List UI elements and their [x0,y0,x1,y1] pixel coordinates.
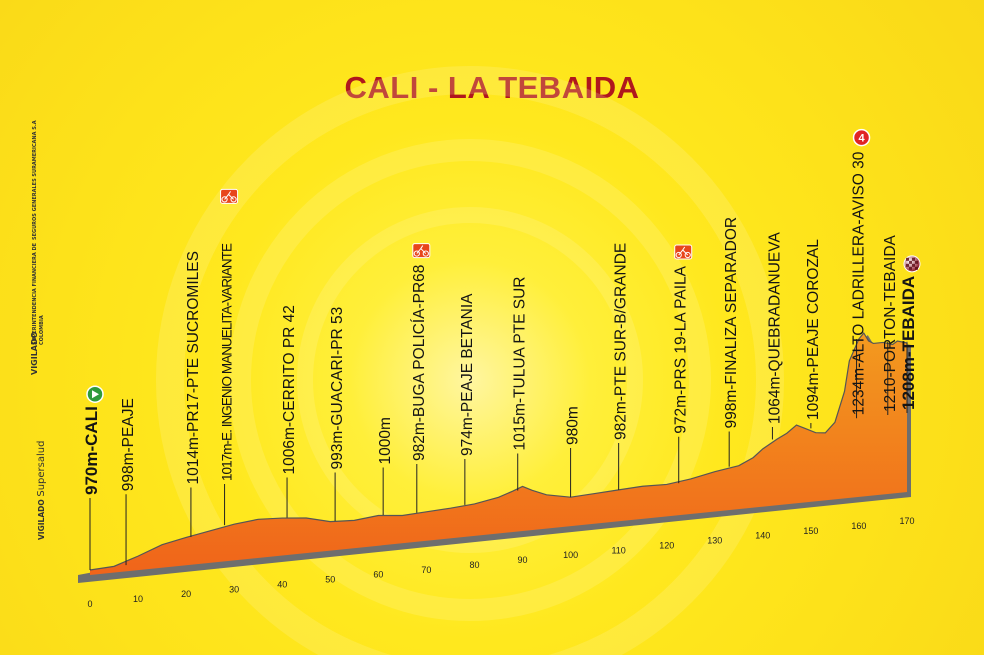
annotation-label-group: 982m-PTE SUR-B/GRANDE [613,243,630,440]
annotation-label: 998m-PEAJE [120,398,137,491]
annotation-label: 1015m-TULUA PTE SUR [512,277,529,451]
x-tick-label: 140 [755,531,770,541]
annotation-label-group: 1210-PORTON-TEBAIDA [882,234,899,412]
x-tick-label: 10 [133,594,143,604]
annotation-label: 982m-BUGA POLICÍA-PR68 [411,265,428,461]
annotation-label-group: 1094m-PEAJE COROZAL [805,239,822,420]
bike-wheel-icon [422,250,429,257]
bike-frame-icon [224,191,234,200]
annotation-label-group: 1234m-ALTO LADRILLERA-AVISO 30 [851,151,868,415]
x-tick-label: 50 [325,575,335,585]
x-tick-label: 150 [803,526,818,536]
annotation-label: 1094m-PEAJE COROZAL [805,239,822,420]
bike-wheel-icon [221,196,228,203]
annotation-label: 1014m-PR17-PTE SUCROMILES [185,251,202,484]
x-tick-label: 120 [659,540,674,550]
background-ring [229,139,711,621]
annotation-label-group: 972m-PRS 19-LA PAILA [673,265,690,433]
annotation-label: 1208m-TEBAIDA [899,276,918,410]
annotation-label-group: 1015m-TULUA PTE SUR [512,277,529,451]
x-tick-label: 100 [563,550,578,560]
x-tick-label: 40 [277,579,287,589]
bike-wheel-icon [684,251,691,259]
annotation-label: 974m-PEAJE BETANIA [459,293,476,456]
finish-checker-cell [912,263,915,267]
finish-checker-cell [912,257,915,261]
bike-frame-icon [416,245,427,254]
profile-line [89,331,908,571]
background-rings [156,66,784,655]
annotation-label: 1234m-ALTO LADRILLERA-AVISO 30 [851,151,868,415]
profile-area [90,332,907,575]
sprint-bike-icon [412,243,431,259]
bike-wheel-icon [675,251,682,259]
x-tick-label: 170 [899,516,914,526]
background-ring [156,66,784,655]
annotation-label-group: 1014m-PR17-PTE SUCROMILES [185,251,202,484]
annotation-label-group: 1064m-QUEBRADANUEVA [766,232,783,424]
x-tick-label: 60 [373,570,383,580]
x-tick-label: 70 [421,565,431,575]
annotation-label: 1210-PORTON-TEBAIDA [882,234,899,412]
finish-checker-cell [909,260,912,264]
annotation-label-group: 980m [565,406,582,445]
sprint-bike-icon [220,188,239,204]
annotation-label-group: 993m-GUACARI-PR 53 [329,307,346,470]
annotation-label-group: 1006m-CERRITO PR 42 [281,305,298,474]
annotation-label: 982m-PTE SUR-B/GRANDE [613,243,630,440]
annotation-label-group: 970m-CALI [82,406,101,495]
annotation-label: 1064m-QUEBRADANUEVA [766,232,783,424]
annotation-label-group: 1017m-E. INGENIO MANUELITA-VARIANTE [220,243,235,481]
stage-title: CALI - LA TEBAIDA [344,70,640,105]
bike-wheel-icon [230,196,237,203]
sprint-bike-icon [674,244,693,260]
annotation-label: 980m [565,406,582,445]
x-tick-label: 80 [469,560,479,570]
annotation-label: 993m-GUACARI-PR 53 [329,307,346,470]
x-tick-label: 20 [181,589,191,599]
x-tick-label: 130 [707,536,722,546]
x-tick-label: 0 [87,599,92,609]
bike-wheel-icon [413,250,420,257]
annotation-label: 970m-CALI [82,406,101,495]
finish-checker-cell [906,263,909,267]
finish-checker-cell [915,266,918,270]
annotation-label-group: 982m-BUGA POLICÍA-PR68 [411,265,428,461]
mountain-category-icon [852,128,871,147]
x-tick-label: 30 [229,584,239,594]
annotation-label-group: 998m-FINALIZA SEPARADOR [723,217,740,429]
annotation-label-group: 998m-PEAJE [120,398,137,491]
annotation-label-group: 974m-PEAJE BETANIA [459,293,476,456]
annotation-label-group: 1000m [377,417,394,464]
bike-frame-icon [678,246,689,256]
annotation-label-group: 1208m-TEBAIDA [899,276,918,410]
finish-checker-cell [909,266,912,270]
x-tick-label: 110 [611,545,625,555]
background-ring [297,207,643,553]
annotation-label: 998m-FINALIZA SEPARADOR [723,217,740,429]
finish-checker-cell [915,260,918,264]
annotation-label: 972m-PRS 19-LA PAILA [673,265,690,433]
x-tick-label: 90 [518,555,528,565]
annotation-label: 1017m-E. INGENIO MANUELITA-VARIANTE [220,243,235,481]
finish-checker-cell [906,257,909,261]
start-arrow-icon [92,390,99,399]
x-tick-label: 160 [851,521,866,531]
annotation-label: 1006m-CERRITO PR 42 [281,305,298,474]
category-number: 4 [858,133,865,145]
annotation-label: 1000m [377,417,394,464]
